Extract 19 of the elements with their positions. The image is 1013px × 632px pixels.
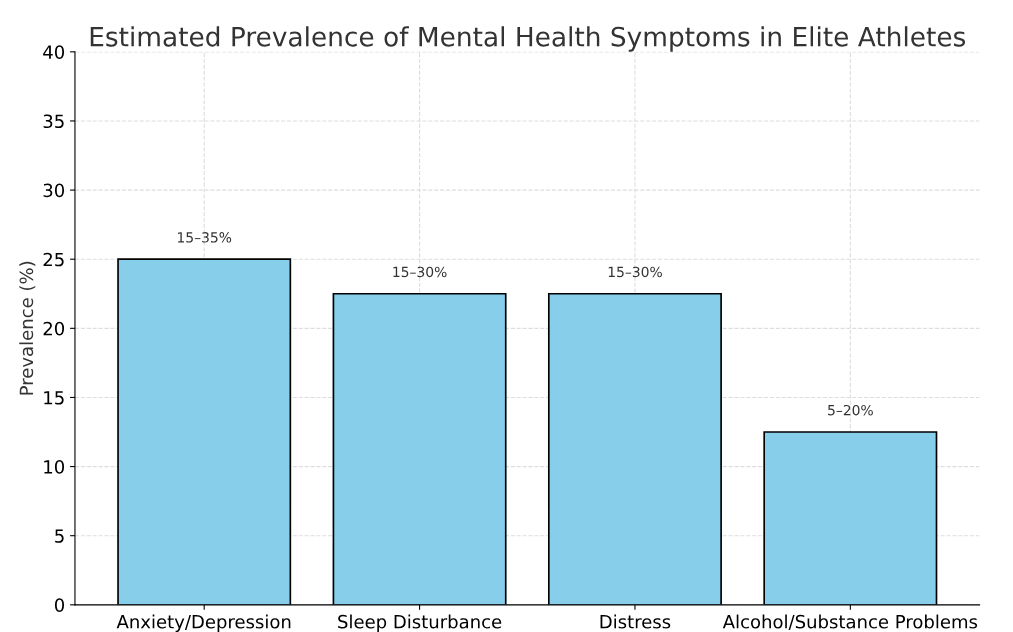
y-tick-label: 20: [43, 321, 65, 336]
x-tick-label: Distress: [600, 614, 671, 629]
y-tick-label: 40: [43, 45, 65, 59]
y-tick-label: 15: [44, 391, 64, 405]
annotation: 15–35%: [177, 232, 232, 243]
y-tick-label: 0: [54, 598, 65, 612]
annotation: 15–30%: [608, 266, 662, 278]
annotation: 5–20%: [828, 404, 873, 416]
y-tick-label: 35: [43, 114, 64, 129]
x-tick-label: Alcohol/Substance Problems: [722, 614, 978, 630]
y-tick-label: 10: [44, 460, 65, 474]
x-tick-label: Anxiety/Depression: [116, 614, 291, 632]
x-tick-label: Sleep Disturbance: [338, 614, 502, 632]
y-tick-label: 30: [43, 183, 65, 198]
y-tick-label: 5: [55, 529, 64, 543]
y-axis-title: Prevalence (%): [19, 261, 36, 395]
chart-title: Estimated Prevalence of Mental Health Symptoms in Elite Athletes: [90, 26, 966, 52]
annotation: 15–30%: [393, 266, 447, 278]
y-tick-label: 25: [43, 252, 64, 267]
